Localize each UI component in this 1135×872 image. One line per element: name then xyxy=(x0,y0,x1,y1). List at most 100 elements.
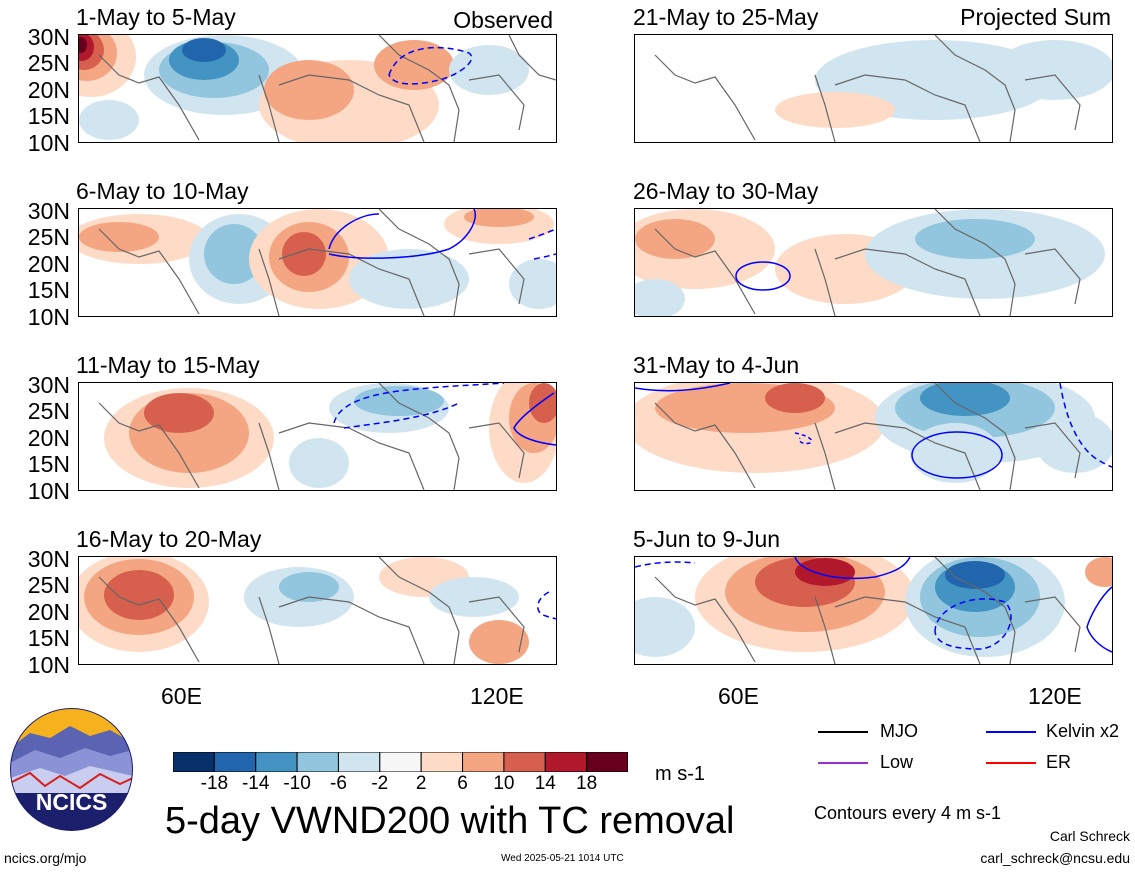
anomaly-shading xyxy=(635,557,1112,657)
colorbar-units: m s-1 xyxy=(655,763,705,785)
colorbar-swatch xyxy=(462,751,505,773)
legend-label-low: Low xyxy=(880,752,914,772)
colorbar-swatch xyxy=(255,751,298,773)
colorbar-swatch xyxy=(296,751,339,773)
colorbar-tick-label: -6 xyxy=(330,773,347,794)
map-panel-3 xyxy=(78,382,557,491)
lat-label: 15N xyxy=(27,451,70,477)
colorbar-swatch xyxy=(503,751,546,773)
colorbar-swatch xyxy=(172,751,215,773)
panel-tag-observed: Observed xyxy=(453,7,553,33)
footer-url: ncics.org/mjo xyxy=(4,850,87,866)
lat-label: 25N xyxy=(27,50,70,76)
lat-label: 25N xyxy=(27,398,70,424)
map-panel-5 xyxy=(634,34,1113,143)
anomaly-shading xyxy=(79,557,529,664)
contours xyxy=(635,557,1112,653)
map-panel-2 xyxy=(78,208,557,317)
colorbar-tick-label: 18 xyxy=(576,773,598,794)
panel-tag-projected: Projected Sum xyxy=(960,4,1111,30)
coastlines xyxy=(98,383,525,490)
map-panel-1 xyxy=(78,34,557,143)
colorbar-swatch xyxy=(586,751,629,773)
legend-line-kelvin xyxy=(986,731,1036,733)
contours xyxy=(333,383,556,446)
coastlines xyxy=(654,383,1081,490)
contours xyxy=(537,591,556,620)
map-panel-7 xyxy=(634,382,1113,491)
colorbar-tick-label: -18 xyxy=(200,773,229,794)
lon-label-120e-left: 120E xyxy=(470,683,524,709)
colorbar-swatch xyxy=(337,751,381,773)
lat-label: 25N xyxy=(27,572,70,598)
lat-label: 20N xyxy=(27,425,70,451)
legend-label-mjo: MJO xyxy=(880,721,918,741)
anomaly-shading xyxy=(635,383,1112,483)
lat-label: 15N xyxy=(27,103,70,129)
lon-label-60e-left: 60E xyxy=(161,683,202,709)
footer-email: carl_schreck@ncsu.edu xyxy=(980,850,1130,866)
contours-note: Contours every 4 m s-1 xyxy=(814,803,1002,823)
legend-line-low xyxy=(818,762,868,764)
contours xyxy=(735,261,791,291)
colorbar-tick-label: 2 xyxy=(415,773,427,794)
lat-label: 10N xyxy=(27,652,70,678)
map-panel-4 xyxy=(78,556,557,665)
colorbar-swatch xyxy=(420,751,464,773)
anomaly-shading xyxy=(79,209,556,309)
colorbar-tick-label: -14 xyxy=(241,773,270,794)
lat-label: 25N xyxy=(27,224,70,250)
lat-label: 30N xyxy=(27,546,70,572)
colorbar-tick-label: 14 xyxy=(534,773,556,794)
anomaly-shading xyxy=(104,383,556,488)
legend-line-mjo xyxy=(818,731,868,733)
panel-title-2: 6-May to 10-May xyxy=(76,178,249,204)
lat-label: 30N xyxy=(27,198,70,224)
panel-title-5: 21-May to 25-May xyxy=(633,4,819,30)
map-panel-8 xyxy=(634,556,1113,665)
coastlines xyxy=(654,209,1081,316)
contours xyxy=(328,209,556,260)
anomaly-shading xyxy=(635,209,1105,316)
panel-title-7: 31-May to 4-Jun xyxy=(633,352,800,378)
lat-label: 30N xyxy=(27,372,70,398)
coastlines xyxy=(98,209,525,316)
colorbar-tick-label: 6 xyxy=(457,773,468,794)
coastlines xyxy=(654,35,1081,142)
panel-title-1: 1-May to 5-May xyxy=(76,4,236,30)
colorbar-tick-label: 10 xyxy=(493,773,515,794)
main-title: 5-day VWND200 with TC removal xyxy=(165,800,735,842)
colorbar-swatch xyxy=(544,751,588,773)
panel-title-4: 16-May to 20-May xyxy=(76,526,262,552)
lat-label: 10N xyxy=(27,478,70,504)
lat-label: 10N xyxy=(27,130,70,156)
lon-label-120e-right: 120E xyxy=(1028,683,1082,709)
colorbar-swatch xyxy=(213,751,257,773)
colorbar xyxy=(172,751,629,773)
lat-label: 15N xyxy=(27,625,70,651)
coastlines xyxy=(98,35,556,142)
contours xyxy=(388,46,473,85)
lat-label: 10N xyxy=(27,304,70,330)
anomaly-shading xyxy=(775,40,1112,128)
legend-label-er: ER xyxy=(1046,752,1072,772)
panel-title-3: 11-May to 15-May xyxy=(76,352,260,378)
contours xyxy=(635,383,1112,479)
lon-label-60e-right: 60E xyxy=(718,683,759,709)
legend-line-er xyxy=(986,762,1036,764)
panel-title-8: 5-Jun to 9-Jun xyxy=(633,526,781,552)
colorbar-swatch xyxy=(379,751,422,773)
logo-text: NCICS xyxy=(35,789,108,815)
lat-label: 30N xyxy=(27,24,70,50)
footer-timestamp: Wed 2025-05-21 1014 UTC xyxy=(501,853,624,864)
colorbar-tick-label: -10 xyxy=(283,773,311,794)
panel-title-6: 26-May to 30-May xyxy=(633,178,819,204)
lat-label: 20N xyxy=(27,251,70,277)
colorbar-tick-label: -2 xyxy=(371,773,389,794)
lat-label: 20N xyxy=(27,77,70,103)
lat-label: 15N xyxy=(27,277,70,303)
map-panel-6 xyxy=(634,208,1113,317)
ncics-logo: NCICS xyxy=(10,708,133,831)
footer-author: Carl Schreck xyxy=(1049,828,1130,844)
coastlines xyxy=(98,557,525,664)
